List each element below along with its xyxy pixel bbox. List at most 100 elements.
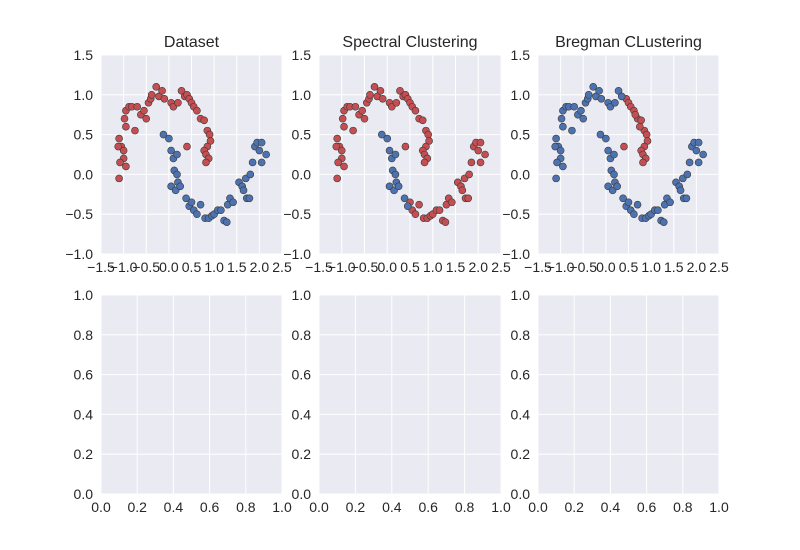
data-point <box>552 134 560 143</box>
y-tick-label: 1.5 <box>511 47 531 63</box>
data-point <box>140 106 148 115</box>
data-point <box>167 146 175 155</box>
data-point <box>636 122 644 131</box>
y-tick-label: −1.0 <box>65 246 93 262</box>
x-tick-label: −0.5 <box>132 259 160 275</box>
data-point <box>476 138 485 147</box>
data-point <box>119 146 128 155</box>
y-tick-label: 1.0 <box>511 87 531 103</box>
x-tick-label: −1.0 <box>547 259 575 275</box>
data-point <box>391 150 400 159</box>
data-point <box>639 158 647 167</box>
y-tick-label: 1.0 <box>292 287 312 303</box>
data-point <box>340 162 348 171</box>
data-point <box>160 94 169 103</box>
data-point <box>182 194 190 203</box>
data-point <box>595 87 603 95</box>
data-point <box>552 174 560 183</box>
x-tick-label: 1.0 <box>709 499 729 515</box>
data-point <box>637 116 645 125</box>
series-1 <box>114 83 215 183</box>
subplot-3: −1.5−1.0−0.5 0.0 0.5 1.0 1.5 2.0 2.5−1.0−0.50.… <box>502 34 729 275</box>
data-point <box>376 87 385 95</box>
data-point <box>255 146 264 155</box>
data-point <box>196 200 205 209</box>
data-point <box>584 91 593 99</box>
data-point <box>464 194 473 203</box>
data-point <box>692 146 701 155</box>
x-tick-label: −1.5 <box>305 259 333 275</box>
y-tick-label: 0.5 <box>292 127 312 143</box>
x-tick-label: 0.5 <box>619 259 639 275</box>
x-tick-label: 0.2 <box>564 499 584 515</box>
data-point <box>377 130 386 139</box>
data-point <box>340 122 348 131</box>
y-tick-label: 1.0 <box>292 87 312 103</box>
data-point <box>351 102 360 111</box>
data-point <box>187 198 196 207</box>
x-tick-label: 2.5 <box>491 259 511 275</box>
data-point <box>448 198 456 207</box>
data-point <box>559 162 567 171</box>
data-point <box>392 98 401 107</box>
data-point <box>174 98 182 107</box>
y-tick-label: −1.0 <box>283 246 311 262</box>
y-tick-label: 0.0 <box>511 486 531 502</box>
data-point <box>334 158 342 167</box>
data-point <box>338 114 347 123</box>
x-tick-label: 0.0 <box>596 259 616 275</box>
y-tick-label: 0.0 <box>74 486 94 502</box>
x-tick-label: 1.5 <box>664 259 684 275</box>
x-tick-label: −1.0 <box>328 259 356 275</box>
x-tick-label: −0.5 <box>351 259 379 275</box>
data-point <box>568 126 576 135</box>
x-tick-label: 0.4 <box>164 499 184 515</box>
y-tick-label: 0.2 <box>74 446 94 462</box>
y-tick-label: 0.6 <box>74 367 94 383</box>
x-tick-label: 0.6 <box>200 499 220 515</box>
data-point <box>415 200 423 209</box>
data-point <box>202 158 210 167</box>
data-point <box>694 138 703 147</box>
series-1 <box>620 94 652 167</box>
y-tick-label: 1.0 <box>74 87 94 103</box>
data-point <box>589 83 598 91</box>
data-point <box>222 218 231 226</box>
y-tick-label: 0.5 <box>74 127 94 143</box>
x-tick-label: 1.5 <box>227 259 247 275</box>
data-point <box>654 206 662 215</box>
y-tick-label: 0.4 <box>511 406 531 422</box>
subplot-1: −1.5−1.0−0.5 0.0 0.5 1.0 1.5 2.0 2.5−1.0−0.50.… <box>65 34 292 275</box>
data-point <box>611 98 619 107</box>
data-point <box>176 182 184 191</box>
data-point <box>597 94 606 103</box>
data-point <box>699 150 707 159</box>
data-point <box>246 170 255 179</box>
x-tick-label: 0.2 <box>127 499 147 515</box>
data-point <box>579 114 588 123</box>
data-point <box>411 106 420 115</box>
data-point <box>610 150 618 159</box>
x-tick-label: 2.5 <box>709 259 729 275</box>
data-point <box>476 158 485 167</box>
data-point <box>383 134 392 143</box>
series-1 <box>332 83 489 226</box>
data-point <box>666 198 674 207</box>
data-point <box>682 194 691 203</box>
data-point <box>391 170 400 179</box>
data-point <box>159 130 168 139</box>
data-point <box>239 186 248 195</box>
data-point <box>333 134 342 143</box>
data-point <box>378 94 387 103</box>
data-point <box>360 114 369 123</box>
data-point <box>418 116 427 125</box>
x-tick-label: −1.5 <box>524 259 552 275</box>
data-point <box>610 170 618 179</box>
data-point <box>403 202 412 211</box>
data-point <box>122 162 130 171</box>
data-point <box>349 126 357 135</box>
data-point <box>411 210 420 218</box>
x-tick-label: −1.5 <box>87 259 115 275</box>
plot-area <box>319 295 501 494</box>
